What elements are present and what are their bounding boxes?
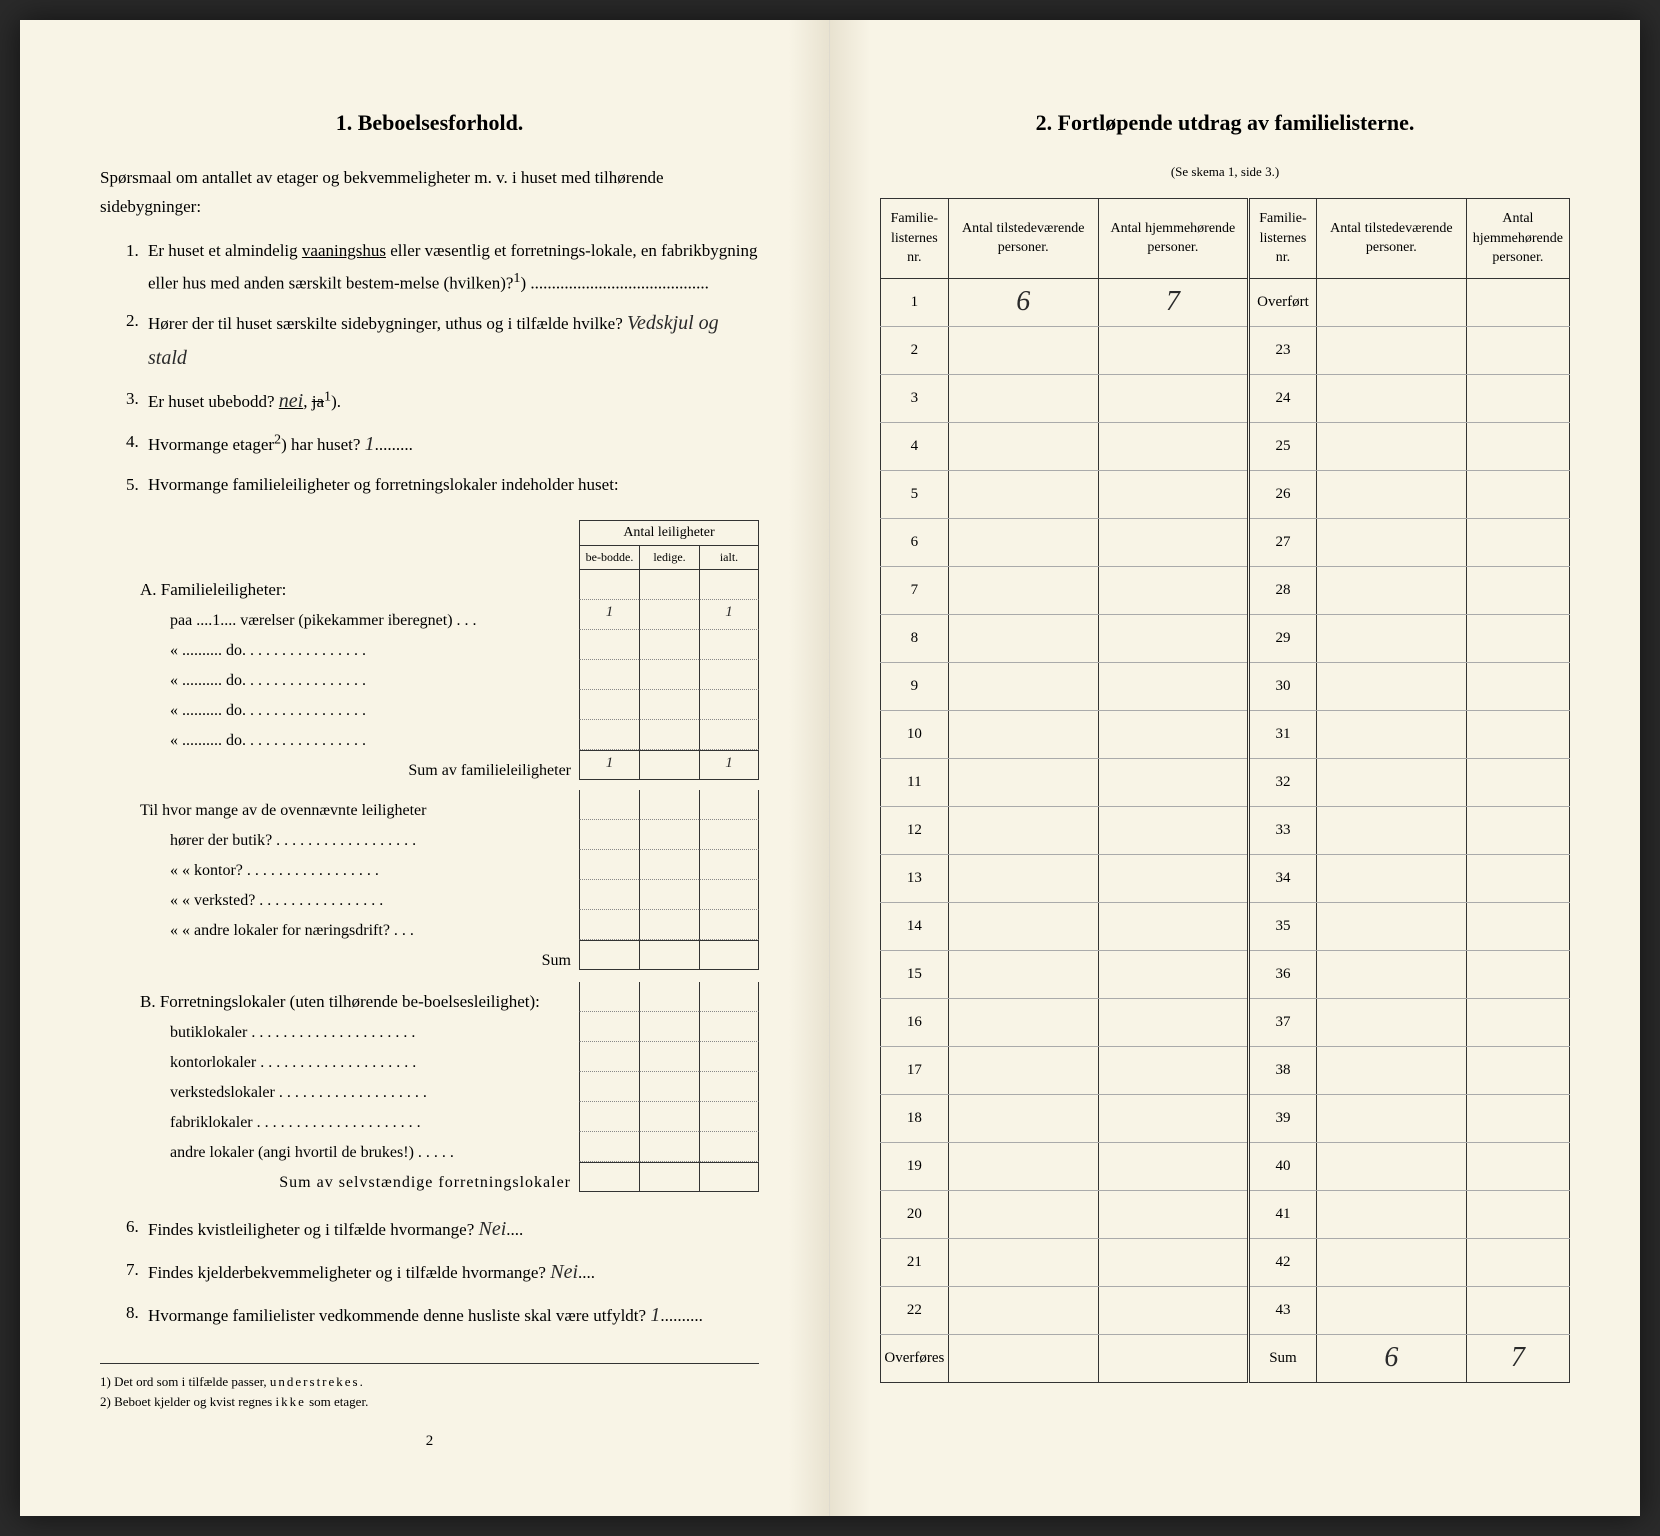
family-table: Familie-listernes nr. Antal tilstedevære… [880,198,1570,1383]
table-row: andre lokaler (angi hvortil de brukes!) … [140,1132,759,1162]
th-tilstede: Antal tilstedeværende personer. [948,199,1098,279]
section-a-sum: Sum av familieleiligheter 1 1 [140,750,759,780]
table-row: 8 29 [881,614,1570,662]
table-row: 15 36 [881,950,1570,998]
table-row: 16 37 [881,998,1570,1046]
table-row: 4 25 [881,422,1570,470]
col-headers: be-bodde. ledige. ialt. [140,545,759,570]
table-row: 1 6 7 Overført [881,278,1570,326]
table-row: 3 24 [881,374,1570,422]
table-row: 19 40 [881,1142,1570,1190]
right-page: 2. Fortløpende utdrag av familielisterne… [830,20,1640,1516]
right-subtitle: (Se skema 1, side 3.) [880,164,1570,180]
table-row: fabriklokaler . . . . . . . . . . . . . … [140,1102,759,1132]
table-row: 12 33 [881,806,1570,854]
th-tilstede2: Antal tilstedeværende personer. [1316,199,1466,279]
leiligheter-table: Antal leiligheter be-bodde. ledige. ialt… [140,520,759,1192]
page-number: 2 [100,1433,759,1450]
th-hjemme2: Antal hjemmehørende personer. [1466,199,1569,279]
table-row: 9 30 [881,662,1570,710]
table-row: « « kontor? . . . . . . . . . . . . . . … [140,850,759,880]
table-row: 17 38 [881,1046,1570,1094]
table-row: hører der butik? . . . . . . . . . . . .… [140,820,759,850]
table-row: kontorlokaler . . . . . . . . . . . . . … [140,1042,759,1072]
table-row: 21 42 [881,1238,1570,1286]
table-row: « « verksted? . . . . . . . . . . . . . … [140,880,759,910]
table-row: « « andre lokaler for næringsdrift? . . … [140,910,759,940]
footnotes: 1) Det ord som i tilfælde passer, unders… [100,1363,759,1414]
table-row: 14 35 [881,902,1570,950]
q4: 4. Hvormange etager2) har huset? 1......… [126,427,759,462]
table-row: 11 32 [881,758,1570,806]
sub-q: Til hvor mange av de ovennævnte leilighe… [140,790,759,820]
table-row: 18 39 [881,1094,1570,1142]
table-row: 10 31 [881,710,1570,758]
left-title: 1. Beboelsesforhold. [100,110,759,136]
table-row: « .......... do. . . . . . . . . . . . .… [140,630,759,660]
q2: 2. Hører der til huset særskilte sidebyg… [126,306,759,376]
section-b-sum: Sum av selvstændige forretningslokaler [140,1162,759,1192]
table-row: paa ....1.... værelser (pikekammer ibere… [140,600,759,630]
table-row: verkstedslokaler . . . . . . . . . . . .… [140,1072,759,1102]
question-list: 1. Er huset et almindelig vaaningshus el… [100,236,759,500]
sum-row: Overføres Sum 6 7 [881,1334,1570,1382]
right-title: 2. Fortløpende utdrag av familielisterne… [880,110,1570,136]
th-nr2: Familie-listernes nr. [1249,199,1317,279]
table-row: « .......... do. . . . . . . . . . . . .… [140,720,759,750]
q1: 1. Er huset et almindelig vaaningshus el… [126,236,759,298]
th-hjemme: Antal hjemmehørende personer. [1098,199,1248,279]
table-row: 13 34 [881,854,1570,902]
table-row: 5 26 [881,470,1570,518]
section-b-title: B. Forretningslokaler (uten tilhørende b… [140,982,759,1012]
q4-answer: 1 [365,433,375,455]
book-spread: 1. Beboelsesforhold. Spørsmaal om antall… [20,20,1640,1516]
antal-header: Antal leiligheter [579,520,759,545]
q6-8: 6. Findes kvistleiligheter og i tilfælde… [100,1212,759,1333]
section-a-title: A. Familieleiligheter: [140,570,759,600]
table-row: butiklokaler . . . . . . . . . . . . . .… [140,1012,759,1042]
q6: 6. Findes kvistleiligheter og i tilfælde… [126,1212,759,1247]
table-row: 2 23 [881,326,1570,374]
intro-text: Spørsmaal om antallet av etager og bekve… [100,164,759,222]
th-nr: Familie-listernes nr. [881,199,949,279]
left-page: 1. Beboelsesforhold. Spørsmaal om antall… [20,20,830,1516]
table-row: 6 27 [881,518,1570,566]
table-row: 20 41 [881,1190,1570,1238]
table-row: 7 28 [881,566,1570,614]
q3: 3. Er huset ubebodd? nei, ja1). [126,384,759,419]
sub-sum: Sum [140,940,759,970]
q7: 7. Findes kjelderbekvemmeligheter og i t… [126,1255,759,1290]
table-row: « .......... do. . . . . . . . . . . . .… [140,690,759,720]
table-row: 22 43 [881,1286,1570,1334]
q8: 8. Hvormange familielister vedkommende d… [126,1298,759,1333]
table-row: « .......... do. . . . . . . . . . . . .… [140,660,759,690]
q5: 5. Hvormange familieleiligheter og forre… [126,470,759,500]
